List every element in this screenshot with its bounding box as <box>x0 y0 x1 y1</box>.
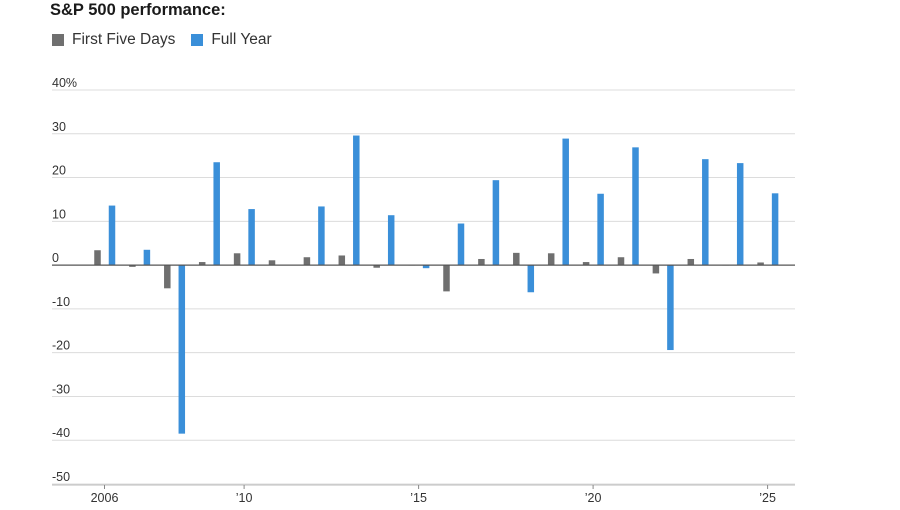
y-tick-label: 0 <box>52 251 59 265</box>
bar-full-year <box>108 205 116 266</box>
bar-full-year <box>597 193 604 266</box>
bar-first-five-days <box>268 260 276 266</box>
y-tick-label: -10 <box>52 295 70 309</box>
x-tick-label: ’25 <box>759 491 776 505</box>
bar-full-year <box>667 265 674 351</box>
bar-full-year <box>318 206 325 266</box>
bar-full-year <box>527 265 535 293</box>
bar-full-year <box>771 193 779 266</box>
bar-first-five-days <box>94 250 101 266</box>
bar-full-year <box>213 162 220 266</box>
x-tick-label: ’15 <box>410 491 427 505</box>
bar-first-five-days <box>233 253 241 266</box>
bar-full-year <box>702 159 709 266</box>
bar-first-five-days <box>687 258 695 266</box>
y-tick-label: 20 <box>52 164 66 178</box>
bar-first-five-days <box>338 255 346 266</box>
bar-first-five-days <box>129 265 136 267</box>
legend-swatch-full-year <box>191 34 204 46</box>
bar-first-five-days <box>443 265 450 292</box>
bar-full-year <box>178 265 186 434</box>
legend-swatch-first-five-days <box>52 34 64 46</box>
bar-first-five-days <box>373 265 380 268</box>
bar-full-year <box>736 163 744 266</box>
legend-label-full-year: Full Year <box>211 31 272 48</box>
legend-label-first-five-days: First Five Days <box>72 31 176 48</box>
bar-full-year <box>492 180 500 266</box>
x-tick-label: ’20 <box>585 491 602 505</box>
bar-full-year <box>353 135 360 266</box>
y-tick-label: -40 <box>52 426 70 440</box>
bar-first-five-days <box>164 265 171 289</box>
y-tick-label: 30 <box>52 120 66 134</box>
bar-first-five-days <box>478 258 485 266</box>
bar-full-year <box>562 138 569 266</box>
bar-full-year <box>248 209 255 266</box>
y-tick-label: 40% <box>52 76 77 90</box>
bar-first-five-days <box>582 262 590 266</box>
legend-item-first-five-days: First Five Days <box>52 31 175 49</box>
y-tick-label: -50 <box>52 470 70 484</box>
bar-first-five-days <box>617 257 625 266</box>
bar-full-year <box>632 147 639 266</box>
bar-full-year <box>387 215 395 266</box>
legend-item-full-year: Full Year <box>191 31 272 49</box>
bar-first-five-days <box>303 257 311 266</box>
y-tick-label: 10 <box>52 207 66 221</box>
bar-first-five-days <box>652 265 660 274</box>
x-tick-label: ’10 <box>236 491 253 505</box>
bar-full-year <box>422 265 430 269</box>
bar-first-five-days <box>757 262 764 266</box>
legend: First Five Days Full Year <box>52 31 288 49</box>
bar-first-five-days <box>547 253 555 266</box>
y-tick-label: -30 <box>52 382 70 396</box>
bar-first-five-days <box>198 262 206 266</box>
bar-first-five-days <box>513 252 520 266</box>
x-tick-label: 2006 <box>91 491 119 505</box>
y-tick-label: -20 <box>52 339 70 353</box>
bar-full-year <box>143 249 151 266</box>
bar-full-year <box>457 223 465 266</box>
chart-title: S&P 500 performance: <box>50 1 226 19</box>
